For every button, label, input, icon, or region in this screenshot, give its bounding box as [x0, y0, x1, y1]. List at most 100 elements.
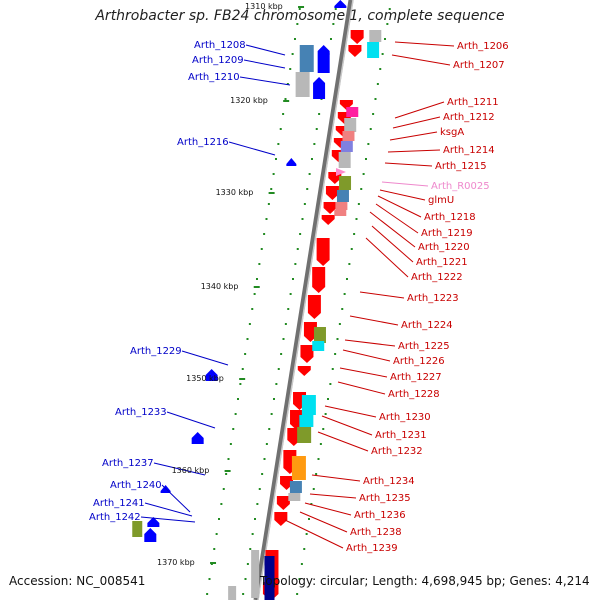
connector-line — [324, 405, 377, 418]
gene-features — [132, 0, 382, 600]
tick-dot — [310, 158, 313, 160]
connector-line — [181, 350, 229, 366]
tick-dot — [274, 158, 277, 160]
connector-line — [317, 431, 369, 452]
connector-line — [384, 162, 433, 167]
tick-dot — [334, 353, 337, 355]
gene-label-right: Arth_1224 — [401, 320, 453, 331]
gene-arrow — [334, 0, 347, 8]
gene-label-right: Arth_1238 — [350, 527, 402, 538]
gene-arrow — [287, 428, 301, 446]
gene-label-right: Arth_1221 — [416, 257, 468, 268]
tick-dot — [248, 323, 251, 325]
tick-dot — [326, 398, 329, 400]
tick-dot — [286, 83, 289, 85]
gene-label-left: Arth_1216 — [177, 137, 229, 148]
gene-arrow — [339, 100, 353, 110]
tick-dot — [218, 518, 221, 520]
tick-dot — [319, 443, 322, 445]
connector-line — [359, 291, 405, 299]
gene-label-right: Arth_1227 — [390, 372, 442, 383]
tick-dot — [251, 533, 254, 535]
tick-dot — [282, 338, 285, 340]
scale-tick — [253, 286, 260, 288]
tick-dot — [265, 218, 268, 220]
tick-dot — [239, 383, 242, 385]
tick-dot — [348, 263, 351, 265]
gene-label-left: Arth_1241 — [93, 498, 145, 509]
cog-box — [367, 42, 380, 58]
tick-dot — [227, 458, 230, 460]
scale-label: 1310 kbp — [245, 2, 283, 11]
tick-dot — [315, 128, 318, 130]
tick-dot — [364, 158, 367, 160]
connector-line — [243, 59, 286, 69]
gene-label-right: glmU — [428, 195, 454, 206]
gene-label-right: Arth_1206 — [457, 41, 509, 52]
cog-box — [338, 152, 351, 168]
gene-label-right: Arth_1234 — [363, 476, 415, 487]
tick-dot — [315, 473, 318, 475]
tick-dot — [272, 173, 275, 175]
gene-arrow — [350, 30, 364, 44]
tick-dot — [229, 443, 232, 445]
gene-arrow — [144, 528, 157, 542]
tick-dot — [244, 578, 247, 580]
cog-box — [369, 30, 382, 42]
scale-tick — [298, 6, 305, 8]
tick-dot — [277, 368, 280, 370]
gene-arrow — [313, 77, 326, 99]
tick-dot — [251, 308, 254, 310]
tick-dot — [322, 428, 325, 430]
cog-box — [346, 107, 359, 117]
connector-line — [228, 141, 276, 156]
tick-dot — [289, 68, 292, 70]
gene-label-left: Arth_1237 — [102, 458, 154, 469]
tick-dot — [301, 218, 304, 220]
tick-dot — [329, 38, 332, 40]
tick-dot — [306, 188, 309, 190]
tick-dot — [341, 308, 344, 310]
scale-tick — [283, 100, 290, 102]
connector-line — [391, 54, 451, 66]
tick-dot — [265, 443, 268, 445]
tick-dot — [241, 368, 244, 370]
cog-box — [344, 118, 357, 132]
tick-dot — [261, 473, 264, 475]
connector-line — [371, 225, 414, 263]
scale-labels: 1310 kbp 1320 kbp 1330 kbp 1340 kbp 1350 kbp… — [157, 2, 305, 567]
gene-arrow — [274, 512, 288, 526]
cog-box — [336, 190, 349, 202]
connector-line — [239, 76, 291, 86]
gene-arrow — [205, 369, 218, 381]
tick-dot — [258, 263, 261, 265]
scale-label: 1340 kbp — [201, 282, 239, 291]
scale-tick — [268, 192, 275, 194]
tick-dot — [372, 113, 375, 115]
connector-line — [389, 131, 438, 141]
scale-ticks — [206, 8, 391, 595]
tick-dot — [388, 8, 391, 10]
tick-dot — [256, 503, 259, 505]
tick-dot — [258, 488, 261, 490]
tick-dot — [296, 248, 299, 250]
tick-dot — [215, 533, 218, 535]
tick-dot — [338, 323, 341, 325]
tick-dot — [308, 173, 311, 175]
tick-dot — [246, 338, 249, 340]
connector-line — [377, 195, 422, 218]
tick-dot — [298, 578, 301, 580]
connector-line — [392, 116, 441, 129]
connector-line — [284, 519, 344, 549]
tick-dot — [279, 128, 282, 130]
tick-dot — [263, 233, 266, 235]
tick-dot — [296, 593, 299, 595]
scale-label: 1350 kbp — [186, 374, 224, 383]
tick-dot — [329, 383, 332, 385]
scale-tick — [224, 470, 231, 472]
gene-label-left: Arth_1208 — [194, 40, 246, 51]
gene-arrow — [276, 496, 290, 510]
tick-dot — [242, 593, 245, 595]
tick-dot — [362, 173, 365, 175]
connector-line — [381, 181, 429, 187]
